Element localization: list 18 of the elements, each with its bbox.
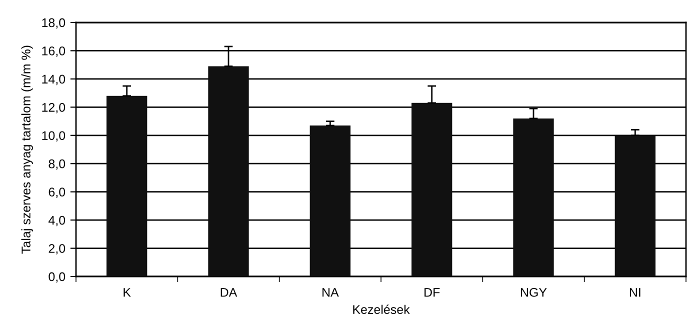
- y-tick-label: 2,0: [48, 244, 66, 254]
- x-tick-label: DF: [424, 288, 440, 297]
- y-tick-label: 14,0: [42, 74, 66, 86]
- x-tick-label: K: [124, 288, 131, 297]
- x-tick-label: NI: [630, 288, 640, 297]
- y-tick-label: 16,0: [42, 46, 66, 57]
- y-tick-label: 8,0: [48, 159, 66, 170]
- x-tick-label: NA: [322, 288, 339, 297]
- x-tick-label: NGY: [520, 288, 547, 297]
- x-axis-title: Kezelések: [353, 304, 410, 314]
- y-tick-label: 4,0: [48, 216, 66, 226]
- y-tick-label: 12,0: [42, 102, 66, 114]
- y-tick-label: 10,0: [42, 131, 66, 142]
- y-tick-label: 0,0: [48, 272, 66, 283]
- y-tick-label: 6,0: [48, 188, 66, 198]
- y-tick-label: 18,0: [42, 18, 66, 29]
- y-axis-title: Talaj szerves anyag tartalom (m/m %): [21, 46, 33, 254]
- x-tick-label: DA: [220, 288, 238, 297]
